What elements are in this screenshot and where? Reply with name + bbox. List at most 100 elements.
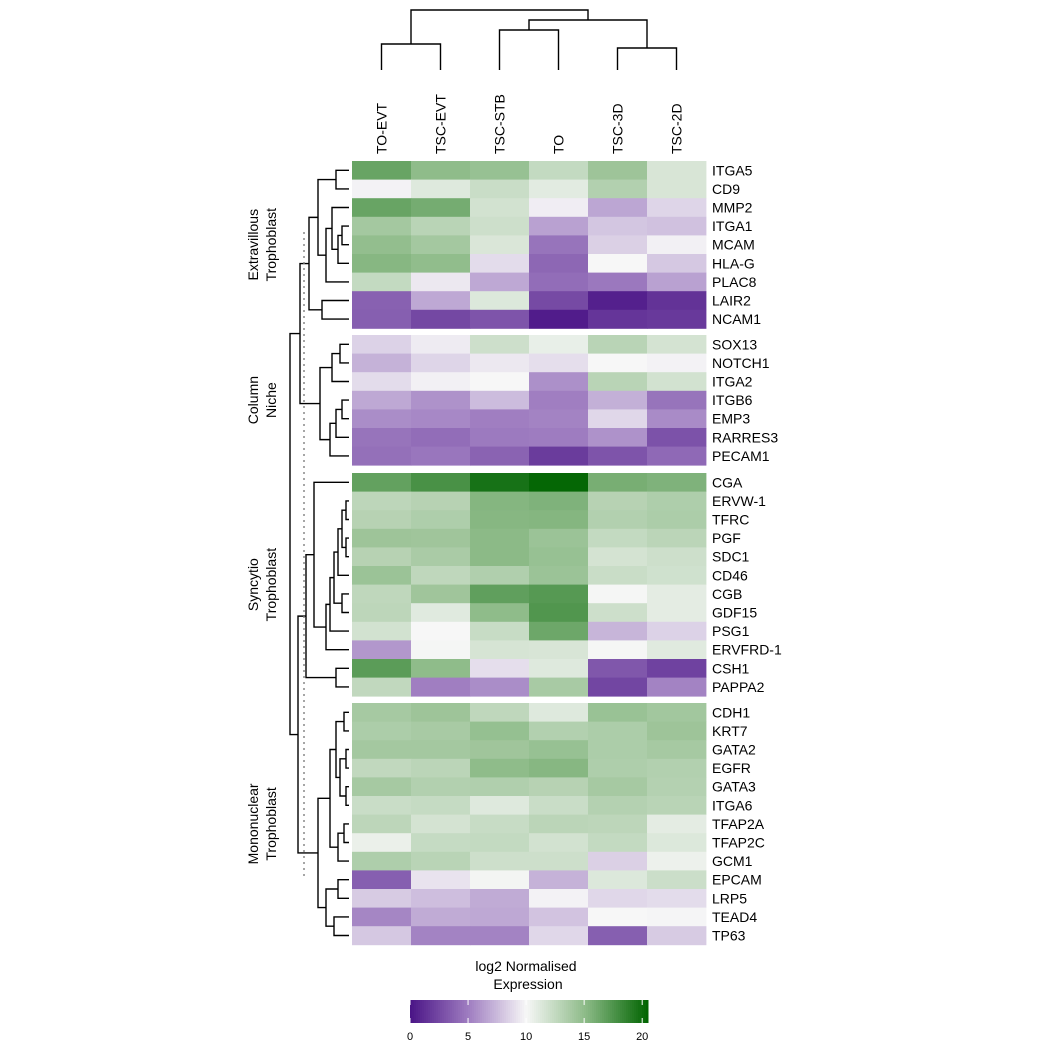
group-label-line: Niche (263, 382, 279, 418)
row-dendro-e6 (317, 178, 336, 256)
heatmap-cell-sox13-to (529, 335, 589, 354)
gene-label: TFAP2A (712, 816, 765, 832)
heatmap-cell-gata2-to-evt (352, 740, 412, 760)
heatmap-cell-ncam1-to (529, 309, 589, 329)
legend-gradient-step (420, 1000, 423, 1023)
group-label-line: Mononuclear (245, 783, 261, 864)
legend-gradient-step (482, 1000, 485, 1023)
heatmap-cell-cga-tsc-2d (647, 473, 707, 492)
color-legend: log2 Normalised Expression 0 5 10 15 20 (407, 958, 649, 1043)
heatmap-cell-pecam1-to-evt (352, 446, 412, 466)
heatmap-cell-rarres3-tsc-stb (470, 428, 530, 447)
heatmap-cell-gcm1-to-evt (352, 851, 412, 871)
column-label: TSC-STB (492, 94, 508, 154)
gene-label: HLA-G (712, 255, 755, 271)
heatmap-cell-plac8-tsc-evt (411, 272, 471, 292)
row-dendro-m9 (337, 879, 349, 899)
heatmap-cell-itgb6-tsc-3d (588, 390, 648, 410)
legend-gradient-step (628, 1000, 631, 1023)
heatmap-cell-psg1-tsc-3d (588, 621, 648, 641)
heatmap-cell-csh1-to (529, 659, 589, 678)
group-label-line: Extravillous (245, 209, 261, 281)
legend-gradient-step (522, 1000, 525, 1023)
dendro-link-cluster-b (528, 19, 648, 48)
row-dendro-m12 (317, 797, 330, 909)
heatmap-cell-cd46-tsc-stb (470, 566, 530, 585)
legend-gradient-step (546, 1000, 549, 1023)
row-dendro-s2 (345, 537, 349, 558)
row-dendro-m4 (339, 758, 346, 797)
heatmap-cell-emp3-tsc-stb (470, 409, 530, 429)
legend-gradient-step (474, 1000, 477, 1023)
legend-gradient-step (530, 1000, 533, 1023)
gene-label: RARRES3 (712, 429, 778, 445)
heatmap-cell-sdc1-tsc-stb (470, 547, 530, 567)
heatmap-cell-rarres3-tsc-3d (588, 428, 648, 447)
gene-label: EGFR (712, 760, 751, 776)
legend-gradient-step (600, 1000, 603, 1023)
heatmap-cell-sox13-tsc-evt (411, 335, 471, 354)
heatmap-cell-csh1-tsc-2d (647, 659, 707, 678)
legend-gradient-step (472, 1000, 475, 1023)
legend-gradient-step (572, 1000, 575, 1023)
heatmap-cell-mmp2-tsc-3d (588, 198, 648, 218)
heatmap-cell-cgb-tsc-3d (588, 584, 648, 604)
heatmap-cell-itgb6-tsc-evt (411, 390, 471, 410)
gene-label: TP63 (712, 928, 746, 944)
legend-gradient-step (556, 1000, 559, 1023)
heatmap-cell-tp63-to (529, 926, 589, 946)
heatmap-cell-egfr-tsc-2d (647, 758, 707, 778)
legend-gradient-step (488, 1000, 491, 1023)
heatmap-cell-gcm1-tsc-stb (470, 851, 530, 871)
legend-gradient-step (410, 1000, 413, 1023)
heatmap-cell-gata2-tsc-evt (411, 740, 471, 760)
heatmap-cell-itga6-tsc-2d (647, 796, 707, 815)
heatmap-cell-itga1-tsc-stb (470, 216, 530, 236)
row-dendro-c1 (339, 343, 349, 364)
legend-gradient-step (566, 1000, 569, 1023)
heatmap-cell-lair2-to (529, 291, 589, 311)
heatmap-cell-hla-g-to (529, 254, 589, 273)
heatmap-cell-pappa2-tsc-stb (470, 677, 530, 697)
heatmap-cell-emp3-tsc-3d (588, 409, 648, 429)
heatmap-cell-gata2-to (529, 740, 589, 760)
gene-label: CSH1 (712, 660, 750, 676)
heatmap-cell-pecam1-tsc-stb (470, 446, 530, 466)
heatmap-cell-itga2-to-evt (352, 372, 412, 392)
heatmap-cell-cdh1-tsc-3d (588, 703, 648, 722)
group-label-line: Trophoblast (263, 548, 279, 622)
heatmap-cell-psg1-to (529, 621, 589, 641)
heatmap-cell-pappa2-tsc-2d (647, 677, 707, 697)
heatmap-cell-mcam-tsc-evt (411, 235, 471, 255)
legend-gradient-step (580, 1000, 583, 1023)
gene-label: ITGB6 (712, 392, 753, 408)
heatmap-cell-lrp5-to (529, 889, 589, 908)
legend-gradient-step (622, 1000, 625, 1023)
legend-gradient-step (486, 1000, 489, 1023)
legend-gradient-step (598, 1000, 601, 1023)
legend-gradient-step (524, 1000, 527, 1023)
heatmap-cell-mmp2-tsc-2d (647, 198, 707, 218)
heatmap-cell-sdc1-tsc-2d (647, 547, 707, 567)
heatmap-cell-lrp5-tsc-2d (647, 889, 707, 908)
heatmap-cell-tp63-tsc-stb (470, 926, 530, 946)
heatmap-cell-emp3-tsc-evt (411, 409, 471, 429)
heatmap-cell-cga-tsc-3d (588, 473, 648, 492)
heatmap-cell-lair2-tsc-2d (647, 291, 707, 311)
heatmap-cell-ervfrd-1-tsc-evt (411, 640, 471, 660)
heatmap-cell-cd46-tsc-3d (588, 566, 648, 585)
heatmap-cell-cd9-tsc-2d (647, 179, 707, 199)
legend-gradient-step (548, 1000, 551, 1023)
row-dendrogram (289, 169, 349, 937)
heatmap-cell-cdh1-tsc-2d (647, 703, 707, 722)
heatmap-cell-notch1-tsc-3d (588, 353, 648, 373)
legend-gradient-step (536, 1000, 539, 1023)
legend-gradient-step (436, 1000, 439, 1023)
legend-gradient-step (560, 1000, 563, 1023)
heatmap-cell-csh1-to-evt (352, 659, 412, 678)
heatmap-cell-cgb-tsc-stb (470, 584, 530, 604)
heatmap-cell-ervfrd-1-tsc-2d (647, 640, 707, 660)
legend-gradient-step (570, 1000, 573, 1023)
heatmap-cell-cga-to-evt (352, 473, 412, 492)
legend-gradient-step (460, 1000, 463, 1023)
